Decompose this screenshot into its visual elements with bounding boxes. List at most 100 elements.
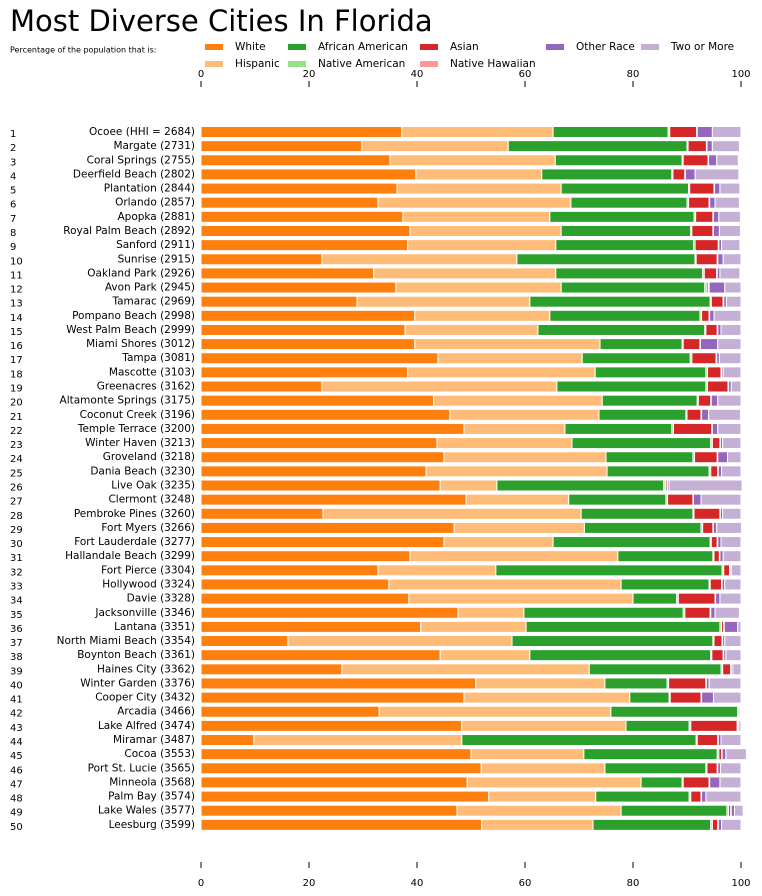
bar-segment — [200, 366, 409, 379]
legend-label: Hispanic — [235, 58, 280, 70]
bar-segment — [200, 705, 380, 718]
bar-segment — [695, 253, 718, 266]
rank-label: 19 — [10, 384, 23, 395]
x-tick-label: 100 — [731, 69, 750, 80]
bar-segment — [200, 564, 379, 577]
rank-label: 27 — [10, 497, 23, 508]
bar-segment — [465, 493, 570, 506]
bar-segment — [730, 564, 742, 577]
bar-segment — [725, 748, 747, 761]
bar-segment — [722, 437, 742, 450]
bar-segment — [606, 465, 710, 478]
bar-segment — [682, 338, 701, 351]
bar-segment — [253, 734, 463, 747]
bar-segment — [714, 196, 740, 209]
bar-segment — [200, 734, 255, 747]
bar-segment — [708, 281, 726, 294]
legend-label: White — [235, 41, 266, 53]
bar-segment — [200, 253, 323, 266]
bar-segment — [525, 620, 721, 633]
bar-segment — [710, 394, 719, 407]
bar-segment — [713, 635, 723, 648]
bar-segment — [407, 366, 596, 379]
bar-segment — [707, 380, 729, 393]
rank-label: 15 — [10, 327, 23, 338]
bar-segment — [488, 790, 597, 803]
bar-segment — [695, 210, 714, 223]
category-label: Avon Park (2945) — [105, 282, 195, 294]
bar-segment — [719, 762, 742, 775]
bar-segment — [200, 422, 465, 435]
bar-segment — [714, 606, 740, 619]
bar-segment — [407, 239, 557, 252]
bar-segment — [682, 776, 710, 789]
bar-segment — [710, 606, 716, 619]
bar-segment — [595, 790, 690, 803]
bar-segment — [388, 578, 622, 591]
bar-segment — [200, 239, 409, 252]
bar-segment — [716, 154, 739, 167]
bar-segment — [703, 267, 718, 280]
bar-segment — [717, 338, 742, 351]
rank-label: 41 — [10, 695, 23, 706]
category-label: Coconut Creek (3196) — [80, 409, 195, 421]
bar-segment — [404, 323, 539, 336]
bar-segment — [669, 691, 702, 704]
bar-segment — [717, 253, 724, 266]
bar-segment — [200, 408, 451, 421]
legend-swatch — [288, 44, 306, 50]
bar-segment — [341, 663, 590, 676]
rank-label: 11 — [10, 270, 23, 281]
rank-label: 8 — [10, 228, 16, 239]
rank-label: 37 — [10, 638, 23, 649]
bar-segment — [700, 338, 719, 351]
bar-segment — [571, 437, 712, 450]
bar-segment — [720, 323, 742, 336]
category-label: Pembroke Pines (3260) — [74, 508, 195, 520]
bar-segment — [200, 748, 472, 761]
category-label: Miami Shores (3012) — [86, 338, 195, 350]
category-label: Pompano Beach (2998) — [72, 310, 195, 322]
bar-segment — [361, 140, 509, 153]
bar-segment — [200, 649, 441, 662]
bar-segment — [200, 338, 416, 351]
rank-label: 6 — [10, 200, 16, 211]
bar-segment — [734, 804, 744, 817]
bar-segment — [722, 253, 742, 266]
category-label: Ocoee (HHI = 2684) — [89, 126, 195, 138]
category-label: Deerfield Beach (2802) — [73, 168, 195, 180]
bar-segment — [720, 734, 742, 747]
bar-segment — [640, 776, 683, 789]
bar-segment — [673, 422, 713, 435]
bar-segment — [711, 140, 740, 153]
bar-segment — [200, 536, 445, 549]
bar-segment — [568, 493, 667, 506]
bar-segment — [200, 140, 363, 153]
rank-label: 50 — [10, 822, 23, 833]
bar-segment — [511, 635, 714, 648]
bar-segment — [200, 168, 417, 181]
bar-segment — [414, 338, 601, 351]
bar-segment — [200, 479, 441, 492]
bar-segment — [706, 762, 718, 775]
bar-segment — [200, 267, 375, 280]
rank-label: 13 — [10, 299, 23, 310]
bar-segment — [604, 677, 668, 690]
bar-segment — [620, 804, 728, 817]
bar-segment — [710, 536, 718, 549]
bar-segment — [720, 536, 742, 549]
bar-segment — [200, 493, 467, 506]
bar-segment — [461, 734, 697, 747]
category-label: Winter Haven (3213) — [85, 437, 195, 449]
rank-label: 3 — [10, 157, 16, 168]
bar-segment — [356, 295, 531, 308]
bar-segment — [721, 465, 742, 478]
bar-segment — [732, 663, 742, 676]
x-tick-label: 60 — [519, 878, 532, 889]
x-tick-label: 0 — [198, 69, 204, 80]
rank-label: 42 — [10, 709, 23, 720]
bar-segment — [523, 606, 684, 619]
bar-segment — [414, 309, 551, 322]
bar-segment — [610, 705, 739, 718]
bar-segment — [200, 592, 410, 605]
